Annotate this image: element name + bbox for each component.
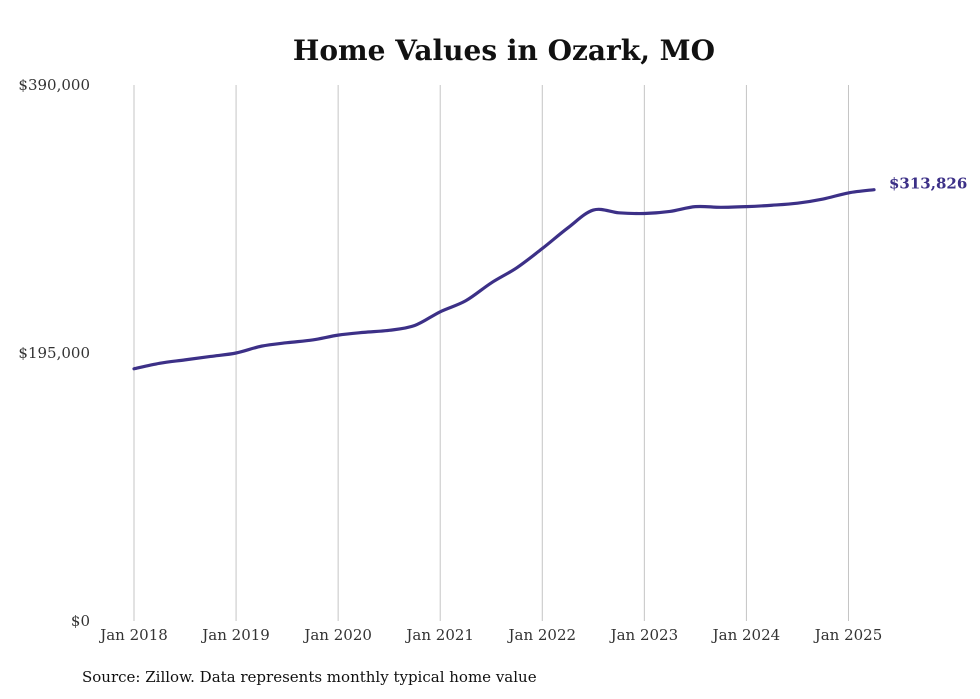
end-value-label: $313,826: [889, 175, 967, 193]
y-axis-ticks: $0 $195,000 $390,000: [18, 76, 90, 630]
x-tick-label: Jan 2022: [506, 626, 576, 644]
x-tick-label: Jan 2023: [609, 626, 679, 644]
x-axis-ticks: Jan 2018 Jan 2019 Jan 2020 Jan 2021 Jan 2022…: [98, 626, 882, 644]
x-tick-label: Jan 2020: [302, 626, 372, 644]
x-tick-label: Jan 2024: [711, 626, 781, 644]
y-tick-label: $0: [71, 612, 90, 630]
series-line-home-values: [132, 188, 876, 371]
y-tick-label: $195,000: [18, 344, 90, 362]
x-tick-label: Jan 2021: [404, 626, 474, 644]
x-tick-label: Jan 2019: [200, 626, 270, 644]
chart-title: Home Values in Ozark, MO: [293, 34, 715, 67]
x-tick-label: Jan 2025: [813, 626, 883, 644]
grid-layer: [133, 85, 849, 621]
y-tick-label: $390,000: [18, 76, 90, 94]
source-note: Source: Zillow. Data represents monthly …: [82, 668, 537, 686]
x-tick-label: Jan 2018: [98, 626, 168, 644]
